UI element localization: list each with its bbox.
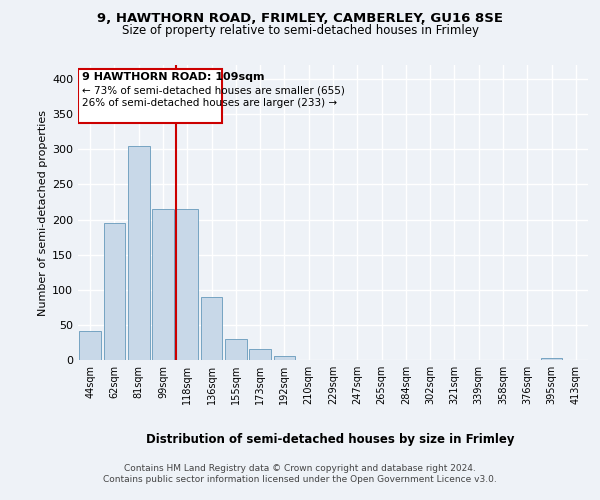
Bar <box>541 358 562 360</box>
FancyBboxPatch shape <box>79 68 223 122</box>
Text: 9, HAWTHORN ROAD, FRIMLEY, CAMBERLEY, GU16 8SE: 9, HAWTHORN ROAD, FRIMLEY, CAMBERLEY, GU… <box>97 12 503 26</box>
Bar <box>128 146 149 360</box>
Text: ← 73% of semi-detached houses are smaller (655): ← 73% of semi-detached houses are smalle… <box>82 86 345 96</box>
Bar <box>249 350 271 360</box>
Bar <box>274 356 295 360</box>
Y-axis label: Number of semi-detached properties: Number of semi-detached properties <box>38 110 48 316</box>
Text: 26% of semi-detached houses are larger (233) →: 26% of semi-detached houses are larger (… <box>82 98 337 108</box>
Text: 9 HAWTHORN ROAD: 109sqm: 9 HAWTHORN ROAD: 109sqm <box>82 72 265 82</box>
Bar <box>200 297 223 360</box>
Bar <box>79 330 101 360</box>
Text: Distribution of semi-detached houses by size in Frimley: Distribution of semi-detached houses by … <box>146 432 514 446</box>
Text: Contains public sector information licensed under the Open Government Licence v3: Contains public sector information licen… <box>103 475 497 484</box>
Bar <box>225 339 247 360</box>
Bar <box>152 209 174 360</box>
Bar <box>104 223 125 360</box>
Text: Contains HM Land Registry data © Crown copyright and database right 2024.: Contains HM Land Registry data © Crown c… <box>124 464 476 473</box>
Text: Size of property relative to semi-detached houses in Frimley: Size of property relative to semi-detach… <box>121 24 479 37</box>
Bar <box>176 209 198 360</box>
